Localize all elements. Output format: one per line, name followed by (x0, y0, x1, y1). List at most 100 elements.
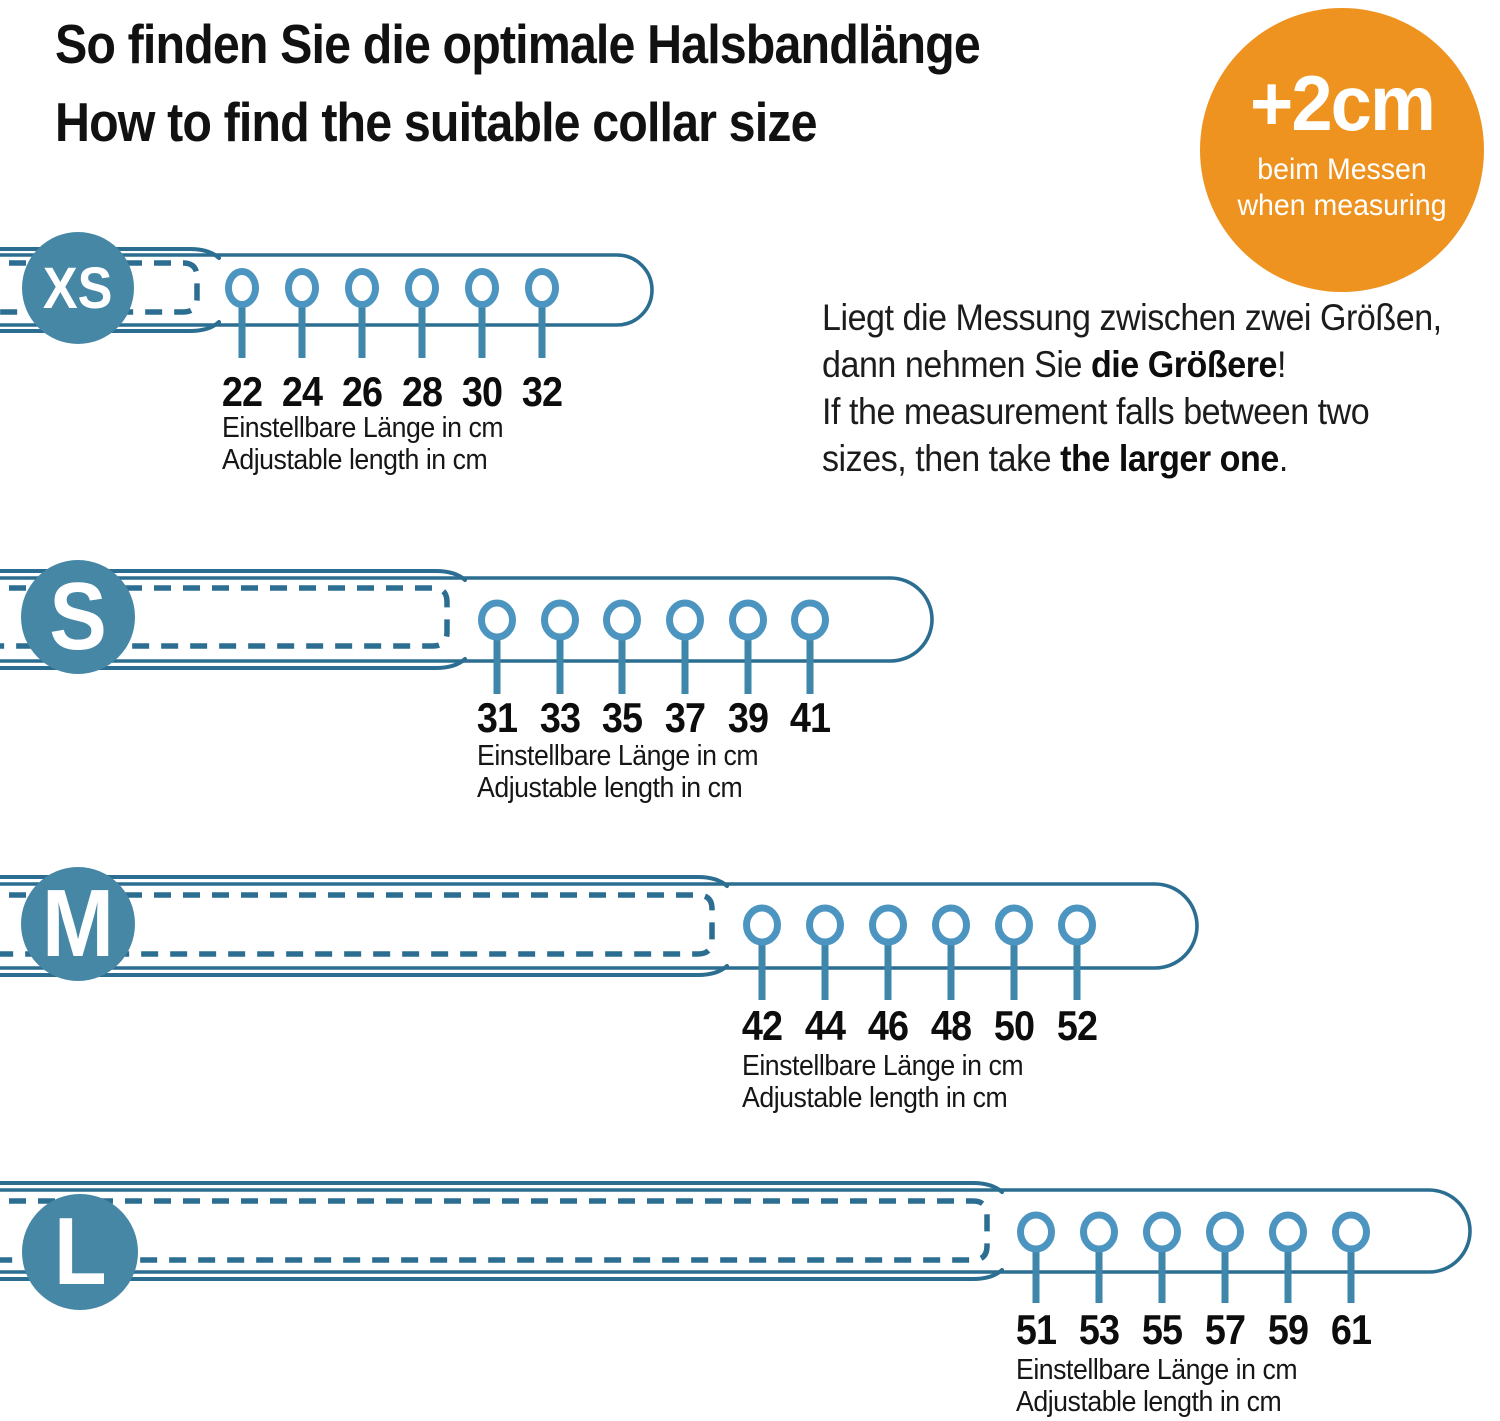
collar-strap-s (0, 576, 934, 663)
collar-hole (932, 904, 970, 946)
collar-hole (1332, 1211, 1370, 1253)
size-badge-l: L (22, 1194, 138, 1310)
collar-hole (1143, 1211, 1181, 1253)
note-de-line2-bold: die Größere (1090, 344, 1277, 385)
plus-2cm-headline: +2cm (1249, 59, 1436, 147)
axis-label-de: Einstellbare Länge in cm (477, 740, 759, 772)
length-value: 50 (993, 1002, 1035, 1049)
note-en-line2-post: . (1278, 438, 1288, 479)
page-title-en: How to find the suitable collar size (55, 91, 818, 153)
collar-hole (729, 599, 767, 641)
note-de-line2-pre: dann nehmen Sie (822, 344, 1091, 385)
length-value: 39 (727, 694, 769, 741)
note-de-line1: Liegt die Messung zwischen zwei Größen, (822, 297, 1442, 338)
collar-hole (869, 904, 907, 946)
hidden-strap-tip-l (0, 1198, 990, 1263)
length-value: 51 (1015, 1306, 1057, 1353)
hidden-strap-tip-xs (0, 260, 200, 315)
length-value: 57 (1204, 1306, 1246, 1353)
collar-hole (791, 599, 829, 641)
collar-strap-xs (0, 253, 654, 327)
length-value: 26 (341, 368, 383, 415)
collar-hole (465, 268, 499, 308)
length-value: 42 (741, 1002, 783, 1049)
strap-overlay-bottom-s (0, 657, 467, 670)
strap-overlay-bottom-m (0, 964, 729, 977)
length-value: 32 (521, 368, 563, 415)
collar-hole (995, 904, 1033, 946)
collar-hole (1269, 1211, 1307, 1253)
collar-hole (541, 599, 579, 641)
size-badge-xs: XS (22, 232, 134, 344)
strap-overlay-bottom-l (0, 1268, 1004, 1281)
collar-s (0, 569, 934, 694)
length-value: 31 (476, 694, 518, 741)
collar-hole (225, 268, 259, 308)
length-value: 33 (539, 694, 581, 741)
plus-2cm-badge: +2cm beim Messen when measuring (1200, 8, 1484, 292)
length-value: 52 (1056, 1002, 1098, 1049)
length-value: 48 (930, 1002, 972, 1049)
note-en-line2-bold: the larger one (1060, 438, 1279, 479)
strap-overlay-top-xs (0, 247, 221, 260)
axis-label-en: Adjustable length in cm (1016, 1386, 1282, 1418)
size-badge-s-label: S (49, 563, 107, 670)
size-badge-s: S (21, 560, 135, 674)
collar-m (0, 875, 1199, 1000)
collar-hole (743, 904, 781, 946)
plus-2cm-sub-en: when measuring (1237, 189, 1447, 222)
axis-label-en: Adjustable length in cm (742, 1082, 1008, 1114)
strap-overlay-top-s (0, 569, 467, 582)
axis-label-de: Einstellbare Länge in cm (1016, 1354, 1298, 1386)
between-sizes-note: Liegt die Messung zwischen zwei Größen, … (822, 294, 1442, 482)
collar-hole (478, 599, 516, 641)
length-value: 35 (601, 694, 643, 741)
collar-hole (405, 268, 439, 308)
page-title-de: So finden Sie die optimale Halsbandlänge (55, 13, 981, 75)
size-badge-l-label: L (53, 1198, 107, 1305)
length-value: 53 (1078, 1306, 1120, 1353)
collar-hole (1058, 904, 1096, 946)
collar-l (0, 1181, 1472, 1303)
collar-strap-m (0, 882, 1199, 970)
strap-overlay-bottom-xs (0, 320, 221, 333)
note-en-line1: If the measurement falls between two (822, 391, 1370, 432)
axis-label-de: Einstellbare Länge in cm (222, 412, 504, 444)
size-badge-xs-label: XS (43, 255, 113, 321)
hidden-strap-tip-m (0, 892, 715, 957)
collar-hole (1017, 1211, 1055, 1253)
collar-hole (1206, 1211, 1244, 1253)
strap-overlay-top-m (0, 875, 729, 888)
length-value: 24 (281, 368, 323, 415)
collar-hole (345, 268, 379, 308)
length-value: 59 (1267, 1306, 1309, 1353)
length-value: 37 (664, 694, 706, 741)
length-value: 61 (1330, 1306, 1372, 1353)
collar-hole (525, 268, 559, 308)
length-value: 28 (401, 368, 443, 415)
length-value: 41 (789, 694, 831, 741)
axis-label-de: Einstellbare Länge in cm (742, 1050, 1024, 1082)
length-value: 44 (804, 1002, 846, 1049)
collar-hole (285, 268, 319, 308)
axis-label-en: Adjustable length in cm (477, 772, 743, 804)
axis-label-en: Adjustable length in cm (222, 444, 488, 476)
collar-hole (1080, 1211, 1118, 1253)
length-value: 22 (221, 368, 263, 415)
collar-hole (603, 599, 641, 641)
hidden-strap-tip-s (0, 585, 450, 649)
length-value: 30 (461, 368, 503, 415)
strap-overlay-top-l (0, 1181, 1004, 1194)
plus-2cm-sub-de: beim Messen (1257, 153, 1427, 186)
size-badge-m: M (21, 867, 135, 981)
collar-hole (666, 599, 704, 641)
collar-xs (0, 247, 654, 358)
note-en-line2-pre: sizes, then take (822, 438, 1061, 479)
size-badge-m-label: M (42, 870, 114, 977)
note-de-line2-post: ! (1276, 344, 1286, 385)
collar-hole (806, 904, 844, 946)
collar-strap-l (0, 1188, 1472, 1274)
length-value: 46 (867, 1002, 909, 1049)
